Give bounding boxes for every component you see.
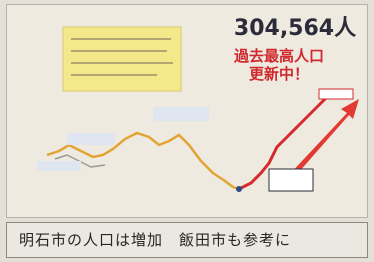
banner-line: 更新中！ bbox=[249, 65, 309, 83]
label-box bbox=[319, 89, 353, 99]
banner-line: 過去最高人口 bbox=[233, 47, 324, 65]
label-box bbox=[269, 169, 313, 191]
point bbox=[236, 186, 242, 192]
caption: 明石市の人口は増加 飯田市も参考に bbox=[6, 222, 368, 258]
photo-graphic: 304,564人 過去最高人口 更新中！ bbox=[7, 5, 367, 217]
label-box bbox=[153, 107, 209, 121]
note-box bbox=[63, 27, 181, 91]
clipping: 304,564人 過去最高人口 更新中！ 明石市の人口は増加 飯田市も参考に bbox=[0, 0, 374, 262]
photo: 304,564人 過去最高人口 更新中！ bbox=[6, 4, 368, 218]
label-box bbox=[37, 161, 81, 171]
headline-number: 304,564人 bbox=[234, 16, 356, 41]
label-box bbox=[67, 133, 115, 145]
page: {"photo": {"headline_number": "304,564人"… bbox=[0, 0, 374, 262]
